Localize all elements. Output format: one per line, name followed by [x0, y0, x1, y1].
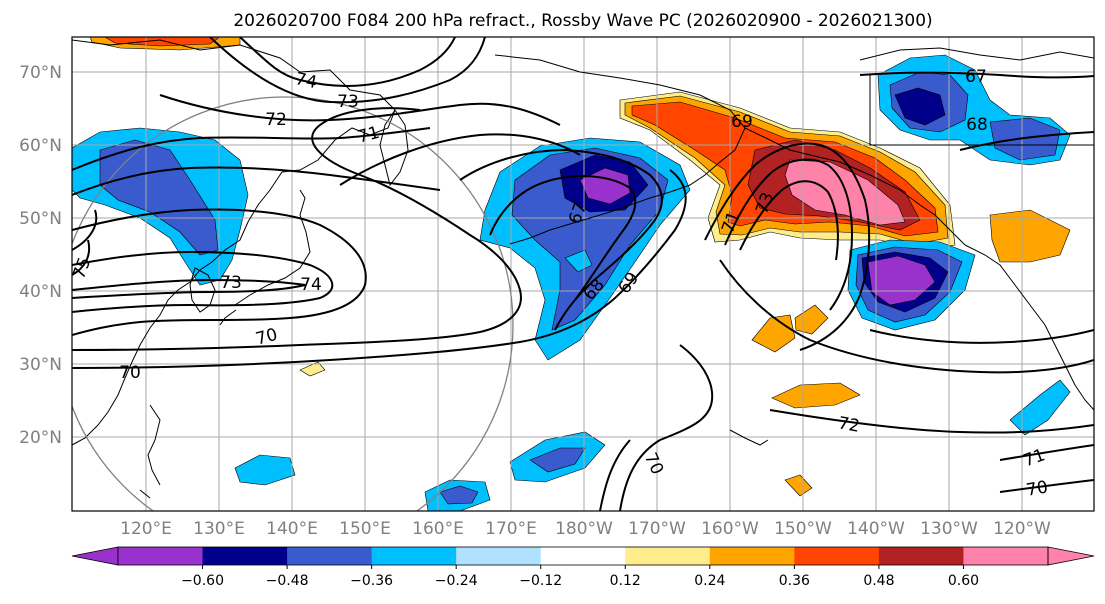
lon-label: 180°W	[555, 519, 613, 539]
contour-label: 75	[69, 255, 95, 282]
coast-aleutians	[509, 191, 671, 245]
colorbar-segment	[878, 547, 964, 565]
field-pos-westcoast	[989, 209, 1071, 263]
field-neg-small-pac	[564, 249, 593, 273]
lon-label: 120°E	[120, 519, 172, 539]
lon-label: 150°E	[339, 519, 391, 539]
map-content: 74 73 72 71 69 67 68 69 71 73 67 68 73 7…	[69, 37, 1094, 511]
field-pos-subtrop-3	[771, 382, 861, 409]
lon-label: 130°E	[193, 519, 245, 539]
coast-alaska	[494, 54, 966, 246]
contour-label: 69	[731, 112, 753, 132]
lat-label: 60°N	[19, 136, 62, 156]
contour-label: 74	[300, 275, 322, 295]
reference-circle	[72, 96, 514, 511]
lat-label: 40°N	[19, 282, 62, 302]
field-neg-arctic-canada-dark	[894, 87, 946, 126]
colorbar-segment	[118, 547, 204, 565]
colorbar-tick-label: 0.36	[779, 573, 810, 589]
lat-label: 20°N	[19, 428, 62, 448]
contour-label: 72	[836, 413, 861, 436]
field-neg-subtrop-2-mid	[439, 485, 479, 505]
coast-philippines	[139, 404, 161, 499]
colorbar-segment	[202, 547, 288, 565]
lon-label: 160°E	[412, 519, 464, 539]
lon-label: 140°W	[847, 519, 905, 539]
colorbar-segment	[625, 547, 711, 565]
colorbar-tick-label: −0.12	[519, 573, 562, 589]
colorbar-tick-label: 0.48	[863, 573, 894, 589]
colorbar-segment	[371, 547, 457, 565]
shaded-fields	[72, 37, 1071, 511]
colorbar-segment	[540, 547, 626, 565]
colorbar-segment	[963, 547, 1049, 565]
longitude-labels: 120°E 130°E 140°E 150°E 160°E 170°E 180°…	[120, 519, 1051, 539]
coast-hawaii	[729, 429, 769, 446]
coast-korea	[189, 267, 216, 313]
contours	[72, 37, 1094, 511]
contour-label: 70	[119, 363, 141, 383]
lon-label: 130°W	[920, 519, 978, 539]
lon-label: 120°W	[993, 519, 1051, 539]
contour-label: 67	[965, 67, 987, 87]
colorbar-segment	[709, 547, 795, 565]
map-frame	[71, 36, 1095, 512]
field-neg-hawaii-east	[1009, 379, 1071, 436]
contour-label: 74	[293, 69, 318, 93]
colorbar-tick-label: −0.48	[266, 573, 309, 589]
coast-canada-arctic	[859, 47, 1094, 146]
lon-label: 170°E	[485, 519, 537, 539]
map-title: 2026020700 F084 200 hPa refract., Rossby…	[233, 11, 932, 31]
colorbar-extend-low	[71, 546, 119, 566]
latitude-labels: 70°N 60°N 50°N 40°N 30°N 20°N	[19, 63, 62, 448]
colorbar-extend-high	[1047, 546, 1095, 566]
field-pos-arctic-asia-red	[104, 37, 221, 47]
field-pos-subtrop-5	[299, 361, 326, 377]
contour-label: 72	[265, 110, 287, 130]
coast-north-america-west	[964, 244, 1094, 411]
colorbar-frame	[117, 546, 1049, 566]
colorbar-tick-label: −0.36	[350, 573, 393, 589]
lat-label: 50°N	[19, 209, 62, 229]
colorbar-tick-label: −0.60	[181, 573, 224, 589]
coastlines	[72, 39, 1094, 499]
contour-label: 73	[337, 92, 359, 112]
colorbar: −0.60 −0.48 −0.36 −0.24 −0.12 0.12 0.24 0.36 0.4…	[71, 546, 1095, 589]
coast-kamchatka	[379, 109, 409, 187]
field-neg-subtrop-1	[234, 454, 296, 486]
colorbar-segment	[456, 547, 542, 565]
lat-label: 70°N	[19, 63, 62, 83]
lon-label: 150°W	[774, 519, 832, 539]
coast-east-asia	[72, 39, 396, 446]
contour-label: 73	[220, 273, 242, 293]
lat-label: 30°N	[19, 355, 62, 375]
field-neg-subtrop-3-mid	[529, 447, 586, 473]
colorbar-tick-label: 0.12	[610, 573, 641, 589]
contour-label: 70	[1025, 477, 1050, 500]
lon-label: 160°W	[701, 519, 759, 539]
contour-label: 68	[966, 115, 988, 135]
colorbar-tick-label: 0.60	[948, 573, 979, 589]
colorbar-segment	[287, 547, 373, 565]
field-pos-subtrop-4	[784, 474, 813, 497]
colorbar-segment	[794, 547, 880, 565]
lon-label: 140°E	[266, 519, 318, 539]
lon-label: 170°W	[628, 519, 686, 539]
colorbar-tick-label: −0.24	[435, 573, 478, 589]
colorbar-tick-label: 0.24	[694, 573, 725, 589]
